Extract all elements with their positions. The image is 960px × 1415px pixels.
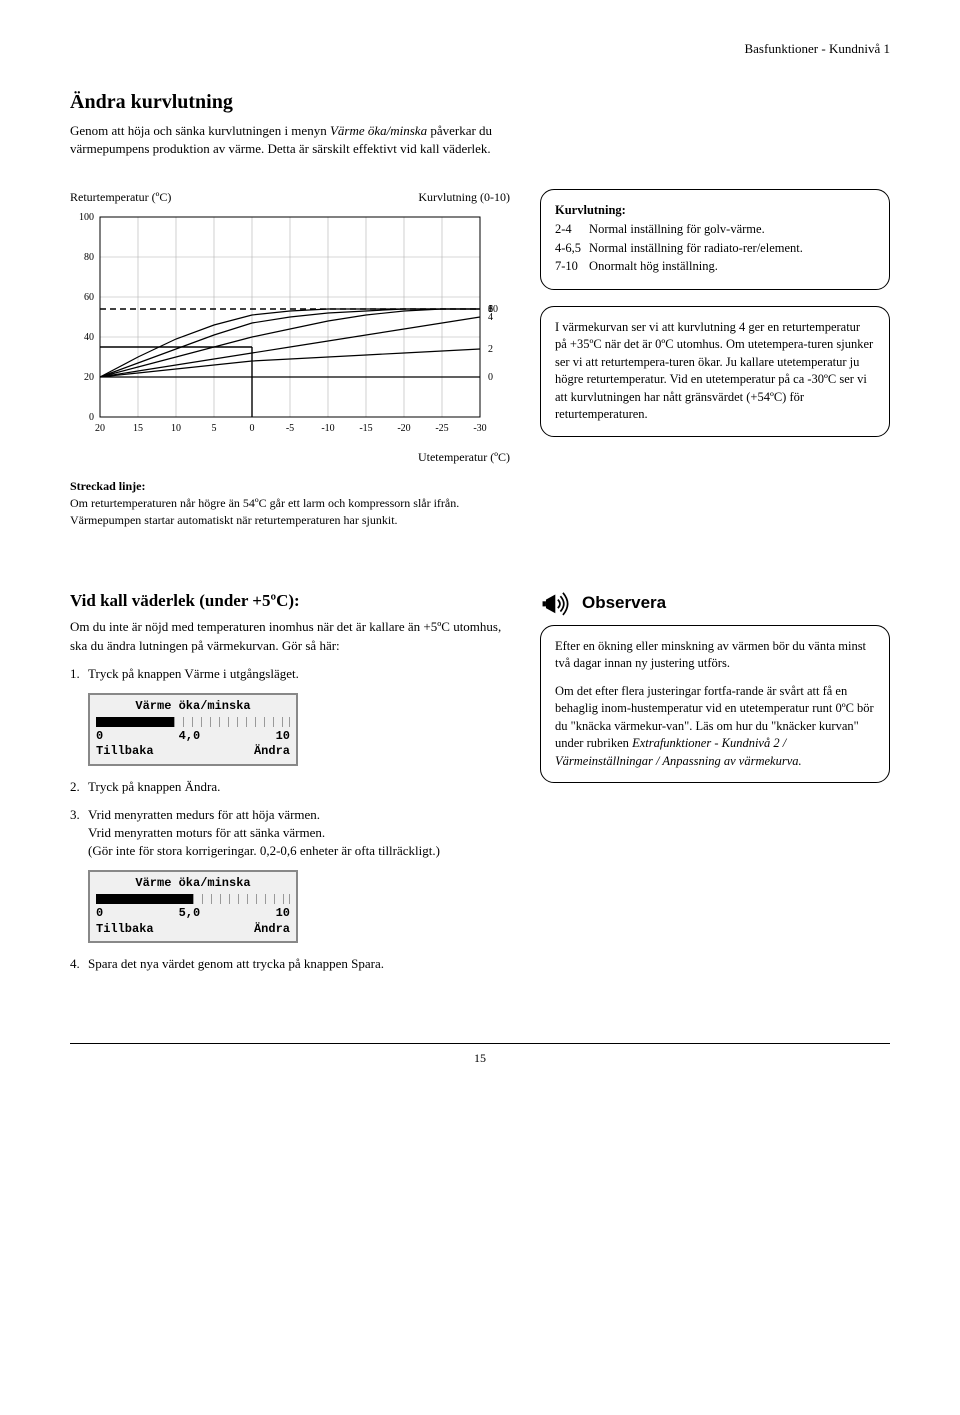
lcd-scale-row: 04,010 <box>96 729 290 745</box>
lcd-display-2: Värme öka/minska 05,010 TillbakaÄndra <box>88 870 298 943</box>
intro-paragraph: Genom att höja och sänka kurvlutningen i… <box>70 122 510 158</box>
svg-text:0: 0 <box>250 423 255 434</box>
svg-text:2: 2 <box>488 344 493 355</box>
section-title-1: Ändra kurvlutning <box>70 88 890 116</box>
lcd-title: Värme öka/minska <box>96 699 290 715</box>
page-footer: 15 <box>70 1043 890 1067</box>
observera-label: Observera <box>582 591 666 615</box>
svg-text:-10: -10 <box>321 423 334 434</box>
svg-text:0: 0 <box>89 412 94 423</box>
table-row: 7-10Onormalt hög inställning. <box>555 258 811 277</box>
lcd-bar <box>96 894 290 904</box>
lcd-button-row: TillbakaÄndra <box>96 744 290 760</box>
example-box: I värmekurvan ser vi att kurvlutning 4 g… <box>540 306 890 437</box>
step-2: 2.Tryck på knappen Ändra. <box>70 778 510 796</box>
section2-intro: Om du inte är nöjd med temperaturen inom… <box>70 618 510 654</box>
svg-text:-15: -15 <box>359 423 372 434</box>
lcd-bar-fill <box>96 717 174 727</box>
lcd-bar-empty <box>193 894 290 904</box>
lcd-display-1: Värme öka/minska 04,010 TillbakaÄndra <box>88 693 298 766</box>
svg-text:10: 10 <box>488 304 498 315</box>
chart-x-axis-label: Utetemperatur (ºC) <box>70 449 510 466</box>
svg-text:-20: -20 <box>397 423 410 434</box>
lcd-scale-row: 05,010 <box>96 906 290 922</box>
kurvlutning-box: Kurvlutning: 2-4Normal inställning för g… <box>540 189 890 290</box>
svg-text:5: 5 <box>212 423 217 434</box>
step-4: 4.Spara det nya värdet genom att trycka … <box>70 955 510 973</box>
page-number: 15 <box>474 1051 486 1065</box>
lcd-button-row: TillbakaÄndra <box>96 922 290 938</box>
table-row: 4-6,5Normal inställning för radiato-rer/… <box>555 240 811 259</box>
svg-text:-30: -30 <box>473 423 486 434</box>
svg-text:15: 15 <box>133 423 143 434</box>
svg-text:-25: -25 <box>435 423 448 434</box>
lcd-bar-fill <box>96 894 193 904</box>
observera-heading: Observera <box>540 589 890 617</box>
svg-text:0: 0 <box>488 372 493 383</box>
observera-box: Efter en ökning eller minskning av värme… <box>540 625 890 784</box>
kurvlutning-table: 2-4Normal inställning för golv-värme. 4-… <box>555 221 811 277</box>
svg-text:100: 100 <box>79 212 94 223</box>
chart-y-axis-label: Returtemperatur (ºC) <box>70 189 171 206</box>
svg-text:-5: -5 <box>286 423 294 434</box>
breadcrumb: Basfunktioner - Kundnivå 1 <box>70 40 890 58</box>
table-row: 2-4Normal inställning för golv-värme. <box>555 221 811 240</box>
svg-text:60: 60 <box>84 292 94 303</box>
chart-svg: 20151050-5-10-15-20-25-30020406080100024… <box>70 207 510 447</box>
step-1: 1.Tryck på knappen Värme i utgångsläget. <box>70 665 510 683</box>
svg-text:80: 80 <box>84 252 94 263</box>
chart-curve-label: Kurvlutning (0-10) <box>418 189 510 206</box>
kurvlutning-title: Kurvlutning: <box>555 202 875 220</box>
svg-text:20: 20 <box>95 423 105 434</box>
step-3: 3.Vrid menyratten medurs för att höja vä… <box>70 806 510 861</box>
chart-caption: Streckad linje: Om returtemperaturen når… <box>70 478 510 528</box>
section-title-2: Vid kall väderlek (under +5ºC): <box>70 589 510 613</box>
svg-text:10: 10 <box>171 423 181 434</box>
svg-text:40: 40 <box>84 332 94 343</box>
lcd-bar-empty <box>174 717 290 727</box>
curve-chart: Returtemperatur (ºC) Kurvlutning (0-10) … <box>70 189 510 467</box>
svg-text:20: 20 <box>84 372 94 383</box>
lcd-title: Värme öka/minska <box>96 876 290 892</box>
megaphone-icon <box>540 589 574 617</box>
lcd-bar <box>96 717 290 727</box>
